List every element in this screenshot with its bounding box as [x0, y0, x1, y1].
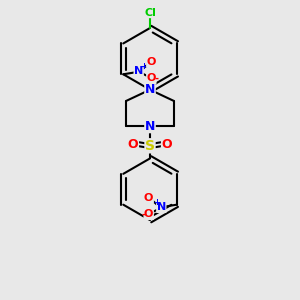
Text: N: N	[145, 120, 155, 133]
Text: O: O	[144, 193, 153, 203]
Text: N: N	[145, 83, 155, 96]
Text: O: O	[128, 138, 139, 151]
Text: O: O	[161, 138, 172, 151]
Text: O: O	[147, 57, 156, 67]
Text: O: O	[144, 209, 153, 220]
Text: Cl: Cl	[144, 8, 156, 18]
Text: -: -	[142, 209, 146, 220]
Text: N: N	[157, 202, 166, 212]
Text: S: S	[145, 139, 155, 153]
Text: +: +	[140, 62, 147, 71]
Text: O: O	[147, 74, 156, 83]
Text: +: +	[153, 198, 160, 207]
Text: N: N	[134, 67, 143, 76]
Text: -: -	[154, 74, 158, 83]
